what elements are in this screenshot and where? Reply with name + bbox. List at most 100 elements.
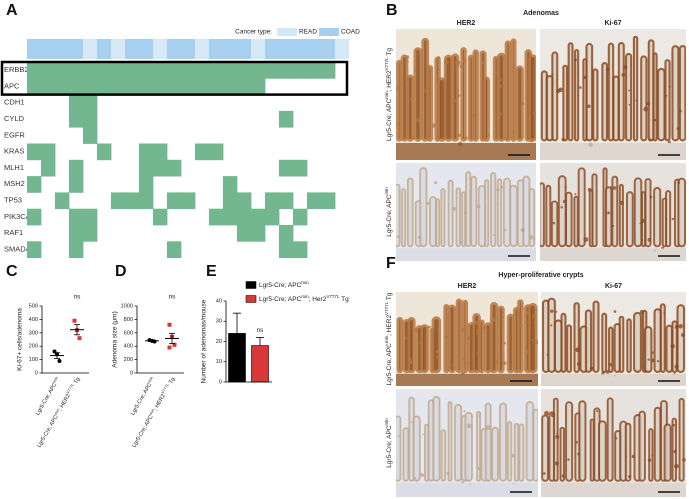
villus	[513, 422, 520, 482]
stain-spot	[493, 234, 496, 237]
annotation: ns	[257, 327, 265, 334]
sem-bar	[149, 340, 155, 342]
stain-spot	[673, 450, 677, 454]
stain-spot	[414, 328, 418, 333]
stain-spot	[398, 83, 401, 87]
stain-spot	[455, 59, 460, 65]
stain-spot	[466, 361, 470, 365]
villus	[402, 427, 410, 482]
stain-spot	[422, 433, 424, 436]
villus	[618, 315, 625, 373]
stain-spot	[587, 104, 591, 108]
bar	[251, 345, 269, 383]
villus	[638, 410, 646, 482]
stain-spot	[463, 136, 468, 141]
stain-spot	[552, 221, 556, 225]
alteration-cell	[209, 62, 224, 79]
villus	[528, 302, 538, 374]
stain-spot	[677, 181, 681, 185]
stain-spot	[424, 89, 429, 94]
stain-spot	[504, 229, 507, 232]
cancer-type-cell	[55, 39, 69, 59]
row-label: Lgr5-Cre; APCmin; HER2V777L Tg	[384, 292, 393, 385]
stain-spot	[464, 328, 467, 331]
stain-spot	[583, 237, 589, 242]
stain-spot	[408, 357, 412, 361]
stain-spot	[396, 123, 399, 127]
label-part: min	[146, 375, 153, 383]
micrograph	[541, 292, 686, 386]
villus	[532, 408, 538, 482]
data-point	[167, 322, 172, 327]
alteration-cell	[97, 143, 112, 161]
label-part: V777L	[160, 381, 170, 394]
stain-spot	[647, 458, 652, 462]
stain-spot	[502, 361, 507, 366]
stain-spot	[674, 325, 679, 330]
alteration-cell	[27, 62, 42, 79]
alteration-cell	[83, 225, 98, 242]
alteration-cell	[69, 176, 84, 193]
stain-spot	[577, 452, 580, 456]
stain-spot	[672, 423, 676, 427]
villus	[412, 415, 421, 482]
stain-spot	[612, 224, 615, 228]
villus	[447, 179, 454, 248]
villus	[406, 177, 414, 248]
stain-spot	[491, 370, 494, 374]
villus	[431, 316, 442, 374]
villus	[443, 54, 454, 142]
villus	[653, 186, 662, 248]
stain-spot	[533, 321, 536, 324]
cancer-type-cell	[265, 39, 279, 59]
label-part: ; HER2	[58, 393, 72, 412]
stain-spot	[396, 235, 400, 239]
stain-spot	[502, 315, 505, 319]
cancer-type-cell	[209, 39, 223, 59]
label-part: min	[51, 375, 58, 383]
villus	[447, 304, 457, 374]
villus	[455, 298, 463, 374]
villus	[584, 309, 593, 373]
micrograph	[396, 163, 536, 261]
alteration-cell	[293, 208, 308, 226]
stain-spot	[635, 99, 638, 102]
villus	[652, 52, 658, 142]
stain-spot	[409, 97, 413, 101]
stain-spot	[397, 362, 400, 364]
villus	[624, 422, 632, 482]
y-tick-label: 400	[29, 317, 38, 323]
stain-spot	[668, 140, 671, 144]
alteration-cell	[251, 208, 266, 226]
panel-letter: F	[386, 255, 396, 272]
alteration-cell	[27, 78, 42, 95]
y-tick-label: 1000	[121, 303, 133, 309]
stain-spot	[574, 58, 577, 62]
alteration-cell	[111, 62, 126, 79]
label-part: ; Her2	[309, 296, 327, 303]
villus	[611, 175, 619, 248]
alteration-cell	[41, 62, 56, 79]
cancer-type-cell	[125, 39, 139, 59]
label-part: V777L	[384, 57, 389, 71]
muscle-layer	[396, 373, 538, 386]
y-tick-label: 600	[124, 330, 133, 336]
stain-spot	[656, 360, 660, 363]
alteration-cell	[83, 110, 98, 128]
y-tick-label: 300	[29, 330, 38, 336]
label-part: min	[384, 418, 389, 426]
label-part: Tg	[339, 296, 349, 303]
villus	[626, 318, 632, 373]
y-tick-label: 500	[29, 303, 38, 309]
villus	[490, 172, 497, 248]
stain-spot	[463, 410, 466, 413]
villus	[396, 415, 402, 482]
stain-spot	[404, 337, 407, 340]
stain-spot	[491, 317, 497, 322]
villus	[573, 195, 579, 248]
stain-spot	[495, 112, 498, 116]
villus	[499, 402, 507, 482]
stain-spot	[546, 353, 549, 356]
stain-spot	[503, 342, 507, 345]
villus	[545, 184, 552, 248]
